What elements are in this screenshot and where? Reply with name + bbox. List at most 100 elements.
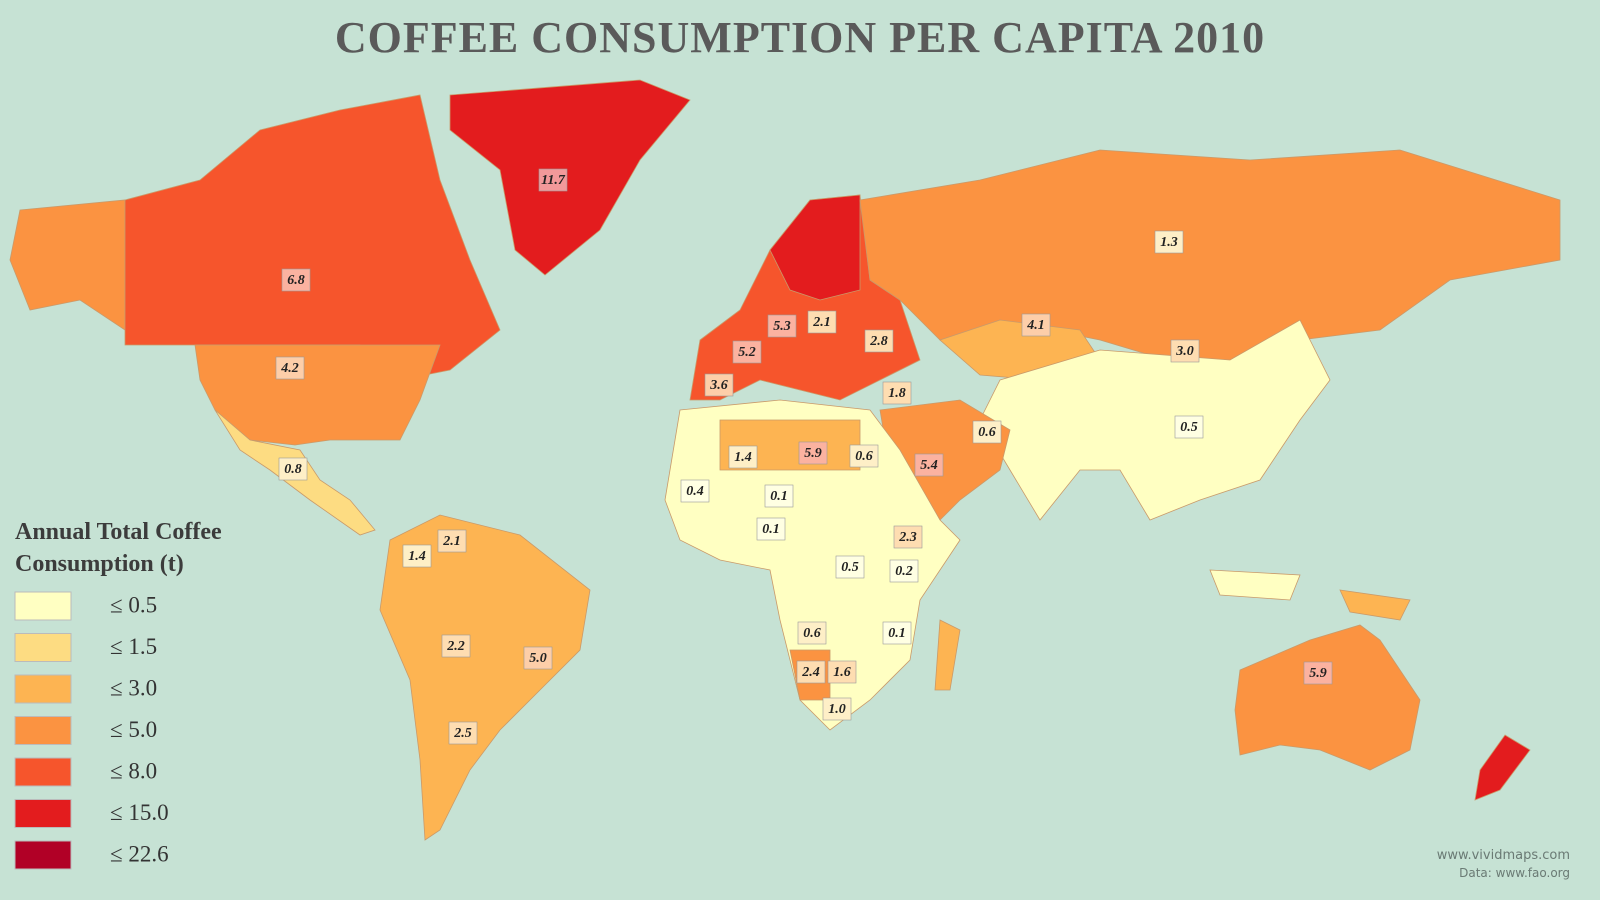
label-box-base — [276, 357, 304, 379]
label-box — [437, 529, 467, 553]
label-text: 1.3 — [1160, 235, 1178, 250]
label-box — [281, 268, 311, 292]
label-box — [275, 356, 305, 380]
label-box — [972, 420, 1002, 444]
label-box — [827, 660, 857, 684]
value-label: 5.3 — [767, 314, 797, 338]
asia — [979, 319, 1331, 521]
value-label: 0.5 — [835, 555, 865, 579]
value-label: 2.2 — [441, 634, 471, 658]
label-box-base — [765, 485, 793, 507]
label-box-base — [1155, 231, 1183, 253]
label-box — [889, 559, 919, 583]
value-label: 6.8 — [281, 268, 311, 292]
value-label: 3.0 — [1170, 339, 1200, 363]
label-text: 11.7 — [541, 173, 566, 188]
label-box — [882, 381, 912, 405]
label-text: 0.1 — [888, 626, 906, 641]
credit-data: Data: www.fao.org — [1459, 866, 1570, 880]
label-text: 0.1 — [762, 522, 780, 537]
label-box — [1021, 313, 1051, 337]
label-box-base — [828, 661, 856, 683]
label-box-base — [705, 374, 733, 396]
label-text: 1.6 — [833, 665, 851, 680]
value-label: 5.4 — [914, 453, 944, 477]
value-label: 0.5 — [1174, 415, 1204, 439]
label-text: 2.5 — [453, 726, 472, 741]
label-box — [538, 168, 568, 192]
label-box-base — [1175, 416, 1203, 438]
label-text: 6.8 — [287, 273, 305, 288]
label-text: 2.8 — [869, 334, 888, 349]
scandinavia — [769, 194, 861, 301]
value-label: 0.4 — [680, 479, 710, 503]
label-box — [764, 484, 794, 508]
label-text: 1.0 — [828, 702, 846, 717]
label-box — [1170, 339, 1200, 363]
label-text: 4.2 — [280, 361, 299, 376]
label-box-base — [524, 647, 552, 669]
label-box — [835, 555, 865, 579]
value-label: 2.3 — [893, 525, 923, 549]
label-box — [402, 544, 432, 568]
label-box-base — [865, 330, 893, 352]
africa — [664, 399, 961, 731]
label-text: 0.6 — [803, 626, 821, 641]
label-box — [756, 517, 786, 541]
label-box-base — [442, 635, 470, 657]
label-box — [914, 453, 944, 477]
label-box-base — [539, 169, 567, 191]
value-label: 11.7 — [538, 168, 568, 192]
label-box-base — [757, 518, 785, 540]
label-box — [893, 525, 923, 549]
value-label: 1.8 — [882, 381, 912, 405]
value-label: 5.9 — [1303, 661, 1333, 685]
label-text: 5.9 — [1309, 666, 1327, 681]
new-zealand — [1474, 734, 1531, 801]
label-box — [849, 444, 879, 468]
label-text: 0.6 — [855, 449, 873, 464]
legend: ≤ 0.5 ≤ 1.5 ≤ 3.0 ≤ 5.0 ≤ 8.0 ≤ 15.0 ≤ 22.6 — [14, 591, 169, 870]
value-label: 3.6 — [704, 373, 734, 397]
australia — [1234, 624, 1421, 771]
label-box-base — [438, 530, 466, 552]
legend-label: ≤ 22.6 — [110, 841, 169, 866]
legend-swatch — [14, 799, 72, 828]
label-box-base — [797, 661, 825, 683]
label-text: 5.9 — [804, 446, 822, 461]
label-box — [1303, 661, 1333, 685]
label-box — [1154, 230, 1184, 254]
label-box-base — [1304, 662, 1332, 684]
label-text: 2.3 — [898, 530, 917, 545]
label-text: 5.0 — [529, 651, 547, 666]
label-text: 0.1 — [770, 489, 788, 504]
label-box-base — [282, 269, 310, 291]
label-box-base — [890, 560, 918, 582]
value-label: 1.6 — [827, 660, 857, 684]
land — [9, 79, 1561, 841]
label-text: 5.3 — [773, 319, 791, 334]
value-labels: 11.7 6.8 4.2 0.8 1.4 2.1 2.2 5.0 2.5 1.3 4.1 3.0 5.3… — [275, 168, 1333, 745]
label-box — [704, 373, 734, 397]
legend-label: ≤ 1.5 — [110, 634, 157, 659]
label-box-base — [883, 382, 911, 404]
value-label: 2.1 — [437, 529, 467, 553]
label-text: 0.2 — [895, 564, 913, 579]
label-box-base — [973, 421, 1001, 443]
value-label: 2.1 — [807, 310, 837, 334]
label-text: 0.4 — [686, 484, 704, 499]
value-label: 1.4 — [728, 445, 758, 469]
label-text: 1.4 — [408, 549, 426, 564]
label-text: 1.4 — [734, 450, 752, 465]
value-label: 5.9 — [798, 441, 828, 465]
label-box-base — [279, 458, 307, 480]
label-text: 1.8 — [888, 386, 906, 401]
label-text: 4.1 — [1026, 318, 1045, 333]
legend-swatch — [14, 591, 72, 621]
value-label: 4.2 — [275, 356, 305, 380]
value-label: 4.1 — [1021, 313, 1051, 337]
label-box-base — [1171, 340, 1199, 362]
usa — [194, 344, 441, 446]
